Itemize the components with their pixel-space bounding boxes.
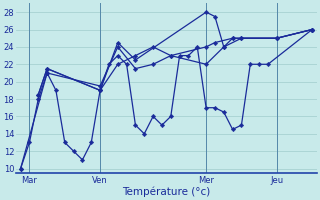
X-axis label: Température (°c): Température (°c) (122, 186, 211, 197)
